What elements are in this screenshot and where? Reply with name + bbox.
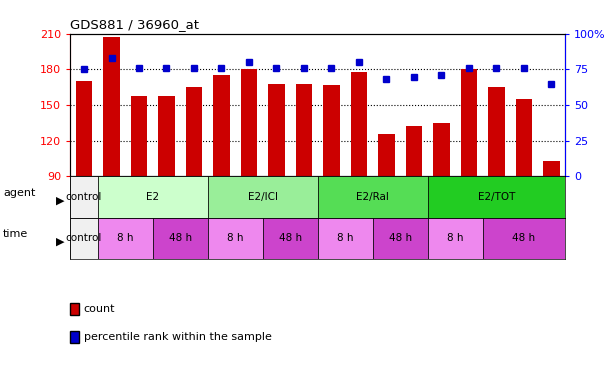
Text: 48 h: 48 h	[389, 233, 412, 243]
Bar	[323, 85, 340, 176]
Text: GSM15906: GSM15906	[409, 176, 419, 220]
Bar	[318, 176, 428, 218]
Bar	[70, 217, 98, 259]
Bar	[98, 217, 153, 259]
Text: percentile rank within the sample: percentile rank within the sample	[84, 333, 271, 342]
Bar	[186, 87, 202, 176]
Text: GSM13098: GSM13098	[107, 176, 116, 220]
Text: GSM15905: GSM15905	[382, 176, 391, 220]
Bar	[461, 69, 477, 176]
Text: ▶: ▶	[56, 196, 64, 206]
Text: GSM15910: GSM15910	[519, 176, 529, 220]
Text: 8 h: 8 h	[227, 233, 244, 243]
Text: GSM13138: GSM13138	[162, 176, 171, 219]
Text: GSM15901: GSM15901	[272, 176, 281, 220]
Text: GSM13140: GSM13140	[217, 176, 226, 219]
Bar	[516, 99, 532, 176]
Text: control: control	[66, 233, 102, 243]
Text: control: control	[66, 192, 102, 202]
Bar	[70, 176, 98, 218]
Bar	[208, 217, 263, 259]
Text: GSM13099: GSM13099	[134, 176, 144, 220]
Bar	[131, 96, 147, 176]
Bar	[208, 176, 318, 218]
Bar	[543, 161, 560, 176]
Text: E2/TOT: E2/TOT	[478, 192, 515, 202]
Text: ▶: ▶	[56, 237, 64, 247]
Text: GSM13097: GSM13097	[79, 176, 89, 220]
Bar	[318, 217, 373, 259]
Bar	[351, 72, 367, 176]
Bar	[488, 87, 505, 176]
Bar	[433, 123, 450, 176]
Bar	[158, 96, 175, 176]
Text: agent: agent	[3, 188, 35, 198]
Bar	[103, 38, 120, 176]
Bar	[428, 217, 483, 259]
Text: time: time	[3, 230, 28, 239]
Text: GSM15900: GSM15900	[244, 176, 254, 220]
Text: GSM13139: GSM13139	[189, 176, 199, 220]
Text: GSM15902: GSM15902	[299, 176, 309, 220]
Text: 8 h: 8 h	[337, 233, 354, 243]
Bar	[263, 217, 318, 259]
Text: GSM15903: GSM15903	[327, 176, 336, 220]
Bar	[213, 75, 230, 176]
Text: GDS881 / 36960_at: GDS881 / 36960_at	[70, 18, 199, 31]
Bar	[241, 69, 257, 176]
Text: 8 h: 8 h	[447, 233, 464, 243]
Bar	[428, 176, 565, 218]
Bar	[98, 176, 208, 218]
Text: 48 h: 48 h	[513, 233, 535, 243]
Text: E2/Ral: E2/Ral	[356, 192, 389, 202]
Text: 48 h: 48 h	[279, 233, 302, 243]
Bar	[153, 217, 208, 259]
Text: GSM15908: GSM15908	[464, 176, 474, 220]
Text: GSM15907: GSM15907	[437, 176, 446, 220]
Bar	[406, 126, 422, 176]
Text: 48 h: 48 h	[169, 233, 192, 243]
Bar	[373, 217, 428, 259]
Text: E2/ICI: E2/ICI	[247, 192, 278, 202]
Bar	[268, 84, 285, 176]
Text: count: count	[84, 304, 115, 314]
Text: GSM15904: GSM15904	[354, 176, 364, 220]
Text: GSM15911: GSM15911	[547, 176, 556, 220]
Text: E2: E2	[146, 192, 159, 202]
Bar	[483, 217, 565, 259]
Bar	[296, 84, 312, 176]
Text: GSM15909: GSM15909	[492, 176, 501, 220]
Bar	[378, 134, 395, 176]
Bar	[76, 81, 92, 176]
Text: 8 h: 8 h	[117, 233, 134, 243]
